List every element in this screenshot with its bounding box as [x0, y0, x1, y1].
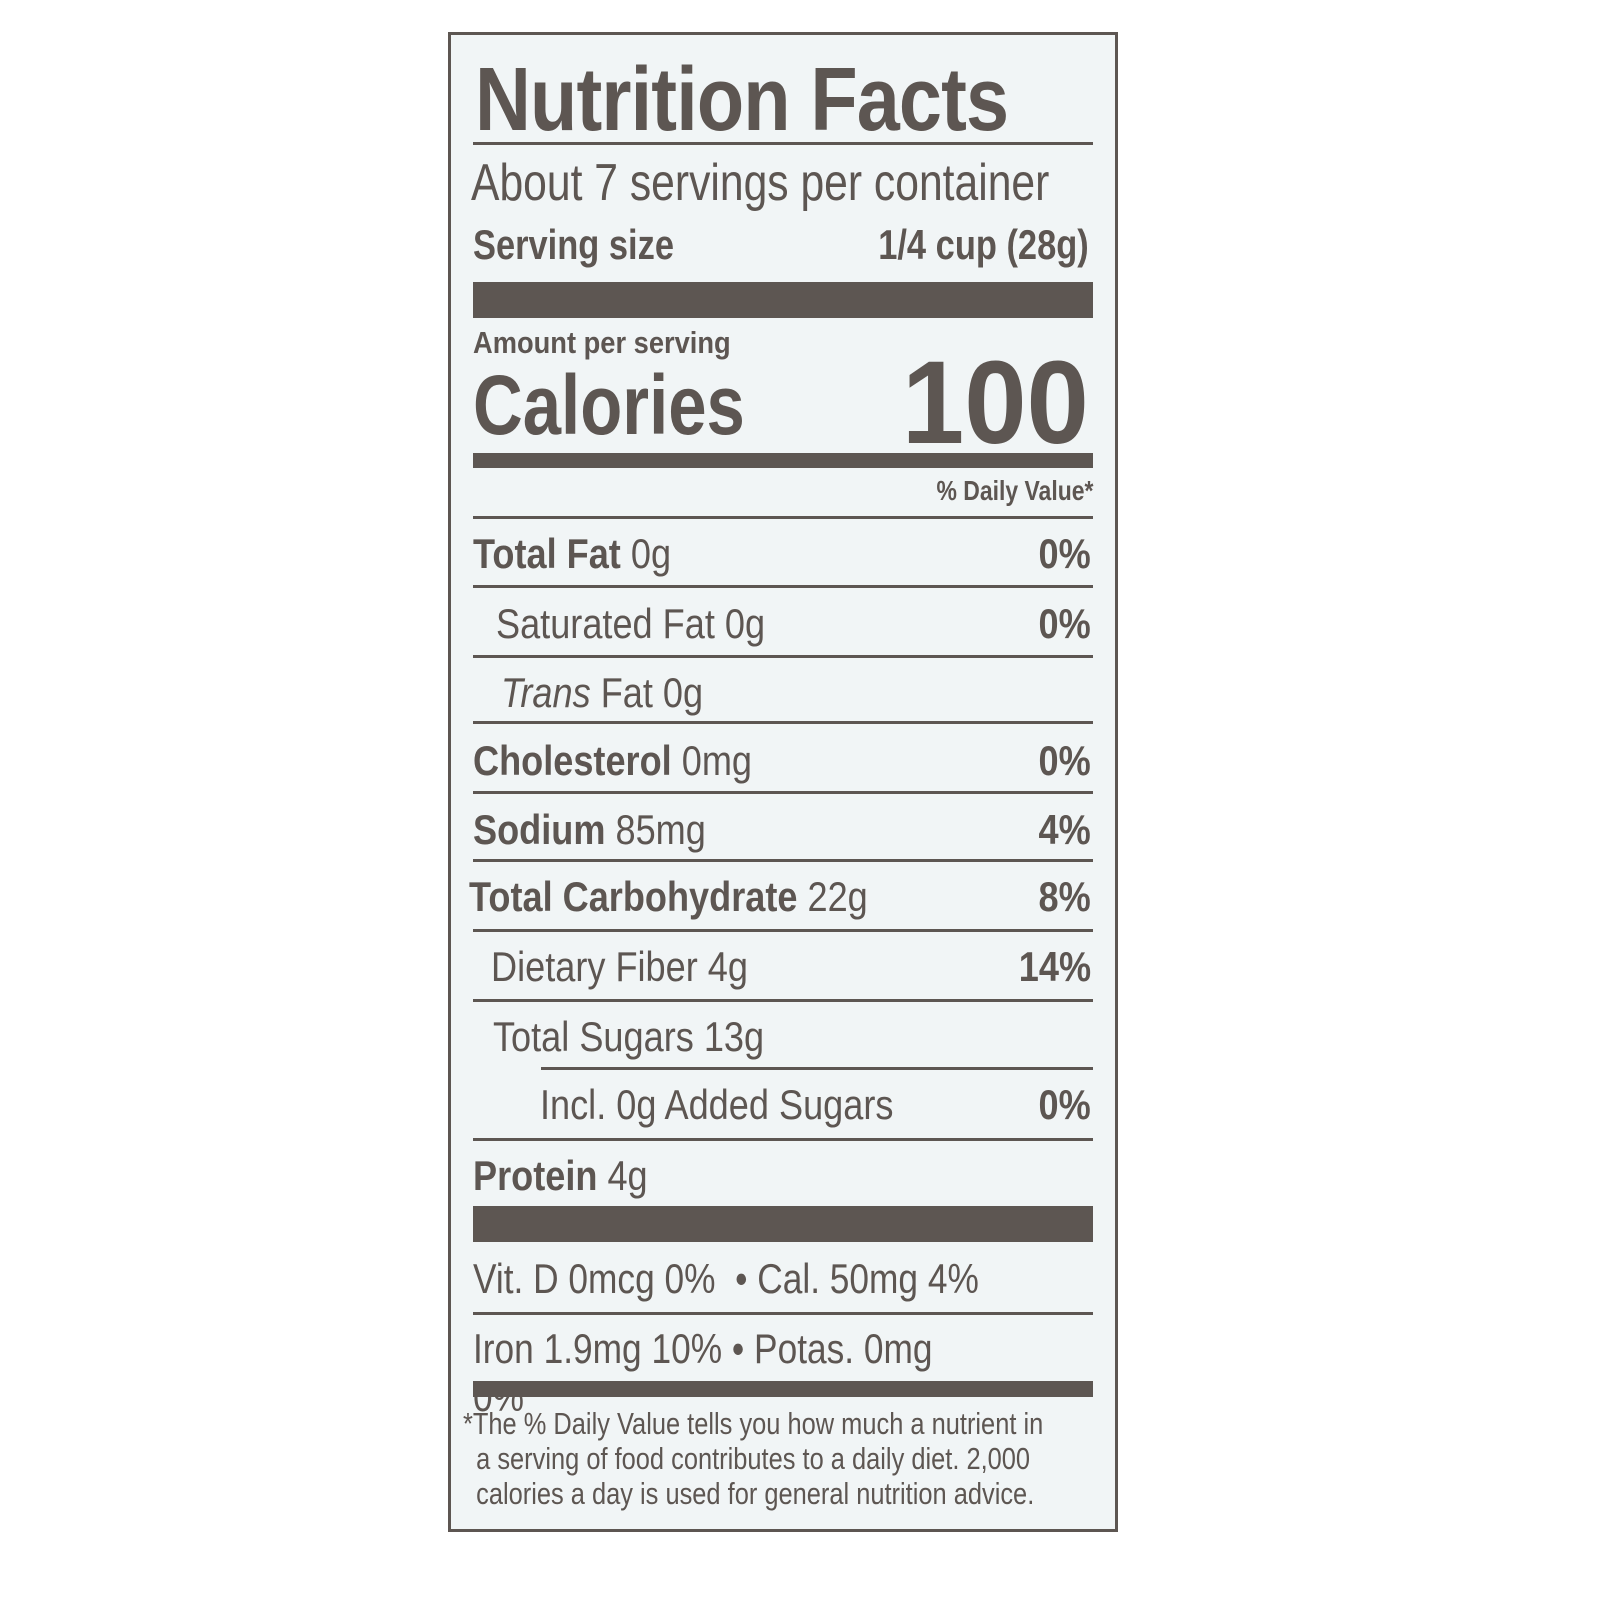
footnote-line: calories a day is used for general nutri…: [476, 1476, 1035, 1511]
divider: [541, 1067, 1093, 1070]
footnote-line: a serving of food contributes to a daily…: [476, 1441, 1031, 1476]
nutrient-dv: 4%: [1038, 806, 1091, 853]
divider: [473, 655, 1093, 658]
nutrient-dv: 0%: [1038, 737, 1091, 784]
nutrient-amount: 4g: [607, 1152, 648, 1199]
divider: [473, 1312, 1093, 1315]
divider: [473, 859, 1093, 862]
nutrient-name: Total Sugars: [493, 1013, 694, 1060]
nutrient-amount: 0g: [630, 530, 672, 577]
nutrient-name: Trans: [501, 669, 591, 716]
nutrient-amount: Fat 0g: [600, 669, 704, 716]
footnote-line: *The % Daily Value tells you how much a …: [463, 1406, 1044, 1441]
nutrient-row-trans-fat: Trans Fat 0g: [501, 669, 1091, 719]
nutrient-name: Protein: [473, 1152, 598, 1199]
medium-divider: [473, 1381, 1093, 1397]
nutrient-amount: 4g: [707, 943, 748, 990]
nutrient-dv: 0%: [1038, 600, 1091, 647]
divider: [473, 929, 1093, 932]
nutrient-name: Saturated Fat: [496, 600, 715, 647]
divider: [473, 585, 1093, 588]
vitamin-row: Iron 1.9mg 10% • Potas. 0mg 0%: [473, 1325, 1091, 1420]
nutrient-amount: 22g: [807, 873, 868, 920]
medium-divider: [473, 453, 1093, 468]
nutrient-row-total-sugars: Total Sugars 13g: [493, 1013, 1091, 1063]
bullet: •: [735, 1255, 748, 1302]
nutrient-amount: 0mg: [681, 737, 753, 784]
divider: [473, 1138, 1093, 1141]
nutrient-name: Total Fat: [473, 530, 621, 577]
nutrient-name: Cholesterol: [473, 737, 672, 784]
label-title: Nutrition Facts: [475, 50, 1009, 150]
calories-value: 100: [901, 337, 1089, 469]
thick-divider: [473, 1206, 1093, 1242]
calories-label: Calories: [473, 358, 745, 452]
calcium: Cal. 50mg 4%: [757, 1255, 979, 1302]
divider: [473, 142, 1093, 145]
iron: Iron 1.9mg 10%: [473, 1325, 723, 1372]
nutrient-row-saturated-fat: Saturated Fat 0g 0%: [496, 600, 1091, 650]
serving-size-value: 1/4 cup (28g): [878, 221, 1089, 268]
divider: [473, 791, 1093, 794]
nutrient-row-added-sugars: Incl. 0g Added Sugars 0%: [540, 1081, 1091, 1131]
nutrient-row-total-fat: Total Fat 0g 0%: [473, 530, 1091, 580]
amount-per-serving: Amount per serving: [473, 325, 731, 360]
nutrient-row-sodium: Sodium 85mg 4%: [473, 806, 1091, 856]
nutrition-facts-label: Nutrition Facts About 7 servings per con…: [448, 32, 1118, 1532]
serving-size-label: Serving size: [473, 221, 674, 268]
vitamin-row: Vit. D 0mcg 0% • Cal. 50mg 4%: [473, 1255, 1091, 1305]
divider: [473, 721, 1093, 724]
bullet: •: [731, 1325, 745, 1372]
nutrient-dv: 14%: [1018, 943, 1091, 990]
nutrient-row-dietary-fiber: Dietary Fiber 4g 14%: [491, 943, 1091, 993]
thick-divider: [473, 282, 1093, 318]
nutrient-dv: 0%: [1038, 1081, 1091, 1128]
nutrient-name: Dietary Fiber: [491, 943, 698, 990]
daily-value-header: % Daily Value*: [936, 475, 1093, 506]
nutrient-dv: 8%: [1038, 873, 1091, 920]
nutrient-amount: 13g: [703, 1013, 765, 1060]
nutrient-dv: 0%: [1038, 530, 1091, 577]
divider: [473, 516, 1093, 519]
nutrient-amount: 0g: [724, 600, 766, 647]
nutrient-row-cholesterol: Cholesterol 0mg 0%: [473, 737, 1091, 787]
divider: [473, 999, 1093, 1002]
nutrient-name: Incl. 0g Added Sugars: [540, 1081, 894, 1128]
vitamin-d: Vit. D 0mcg 0%: [473, 1255, 716, 1302]
nutrient-name: Sodium: [473, 806, 606, 853]
footnote: *The % Daily Value tells you how much a …: [463, 1406, 1043, 1511]
nutrient-row-total-carbohydrate: Total Carbohydrate 22g 8%: [469, 873, 1091, 923]
nutrient-name: Total Carbohydrate: [469, 873, 798, 920]
servings-per-container: About 7 servings per container: [471, 154, 1050, 212]
nutrient-amount: 85mg: [615, 806, 706, 853]
nutrient-row-protein: Protein 4g: [473, 1152, 1091, 1202]
